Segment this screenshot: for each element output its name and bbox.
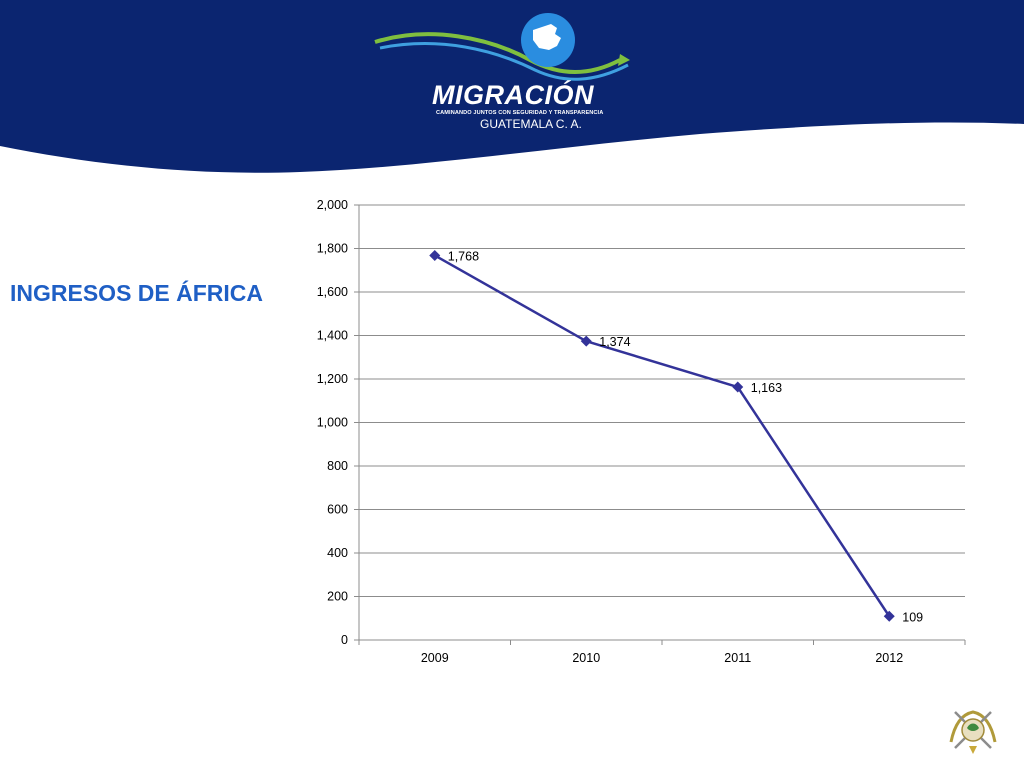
x-tick-label: 2011 bbox=[724, 651, 751, 665]
migracion-logo: MIGRACIÓN CAMINANDO JUNTOS CON SEGURIDAD… bbox=[370, 10, 660, 135]
logo-swoosh-icon bbox=[374, 13, 630, 81]
data-label: 1,374 bbox=[599, 335, 630, 349]
slide-title: INGRESOS DE ÁFRICA bbox=[10, 280, 264, 306]
chart-axes bbox=[354, 204, 966, 645]
data-label: 1,163 bbox=[751, 381, 782, 395]
data-point-marker bbox=[883, 610, 895, 622]
line-chart: 0 200 400 600 800 1,000 1,200 1,400 1,600 1,800 2,… bbox=[317, 198, 966, 665]
data-point-marker bbox=[429, 249, 441, 261]
y-axis-tick-labels: 0 200 400 600 800 1,000 1,200 1,400 1,600 1,800 2,… bbox=[317, 198, 348, 647]
x-axis-tick-labels: 2009 2010 2011 2012 bbox=[421, 651, 903, 665]
y-tick-label: 1,600 bbox=[317, 285, 348, 299]
data-point-marker bbox=[580, 335, 592, 347]
y-tick-label: 0 bbox=[341, 633, 348, 647]
header-wave bbox=[0, 0, 1024, 173]
header-banner bbox=[0, 0, 1024, 173]
guatemala-coat-of-arms-icon bbox=[949, 710, 997, 754]
series-line bbox=[434, 254, 891, 617]
y-tick-label: 2,000 bbox=[317, 198, 348, 212]
logo-tagline: CAMINANDO JUNTOS CON SEGURIDAD Y TRANSPA… bbox=[436, 110, 604, 116]
y-tick-label: 800 bbox=[327, 459, 348, 473]
data-label: 1,768 bbox=[448, 249, 479, 263]
logo-country: GUATEMALA C. A. bbox=[480, 117, 582, 131]
x-tick-label: 2010 bbox=[572, 651, 600, 665]
chart-data-labels: 1,768 1,374 1,163 109 bbox=[448, 249, 923, 624]
y-tick-label: 1,800 bbox=[317, 242, 348, 256]
logo-brand-text: MIGRACIÓN bbox=[432, 80, 594, 110]
y-tick-label: 200 bbox=[327, 590, 348, 604]
chart-series bbox=[434, 254, 891, 617]
y-tick-label: 1,200 bbox=[317, 372, 348, 386]
data-point-marker bbox=[732, 381, 744, 393]
x-tick-label: 2009 bbox=[421, 651, 449, 665]
x-tick-label: 2012 bbox=[875, 651, 903, 665]
y-tick-label: 1,400 bbox=[317, 329, 348, 343]
y-tick-label: 400 bbox=[327, 546, 348, 560]
chart-gridlines bbox=[359, 204, 965, 597]
chart-markers bbox=[429, 249, 895, 622]
y-tick-label: 1,000 bbox=[317, 416, 348, 430]
y-tick-label: 600 bbox=[327, 503, 348, 517]
data-label: 109 bbox=[902, 610, 923, 624]
